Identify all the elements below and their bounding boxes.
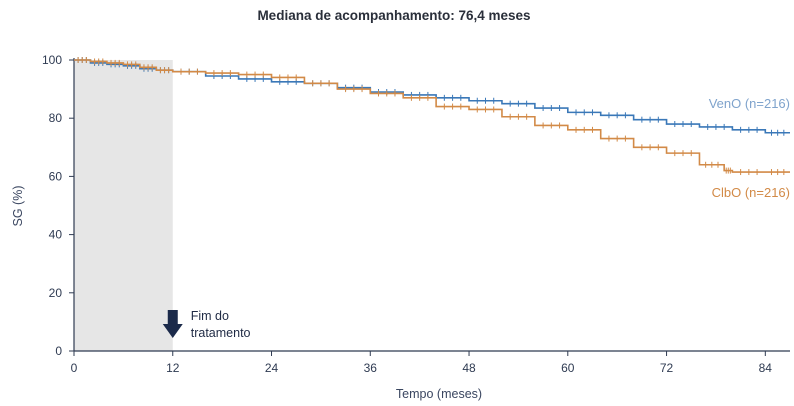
x-tick-label: 0 bbox=[71, 361, 78, 375]
x-axis-title: Tempo (meses) bbox=[396, 387, 482, 401]
y-axis-title: SG (%) bbox=[11, 186, 25, 227]
x-tick-label: 84 bbox=[759, 361, 773, 375]
y-tick-label: 100 bbox=[42, 53, 62, 67]
chart-title: Mediana de acompanhamento: 76,4 meses bbox=[257, 8, 530, 23]
treatment-shaded-region bbox=[74, 60, 173, 351]
series-line-clbo bbox=[74, 59, 790, 173]
y-tick-label: 60 bbox=[49, 169, 63, 183]
annotation-line-1: Fim do bbox=[191, 309, 229, 323]
x-tick-label: 12 bbox=[166, 361, 180, 375]
x-tick-label: 24 bbox=[265, 361, 279, 375]
end-of-treatment-arrow-icon bbox=[162, 324, 183, 338]
x-tick-label: 72 bbox=[660, 361, 674, 375]
y-tick-label: 80 bbox=[49, 111, 63, 125]
series-label-veno: VenO (n=216) bbox=[709, 96, 790, 111]
y-tick-label: 40 bbox=[49, 228, 63, 242]
x-tick-label: 36 bbox=[364, 361, 378, 375]
y-tick-label: 0 bbox=[55, 344, 62, 358]
x-tick-label: 60 bbox=[561, 361, 575, 375]
series-label-clbo: ClbO (n=216) bbox=[712, 185, 790, 200]
annotation-line-2: tratamento bbox=[191, 326, 251, 340]
end-of-treatment-arrow-shaft bbox=[167, 310, 178, 325]
x-tick-label: 48 bbox=[462, 361, 476, 375]
y-tick-label: 20 bbox=[49, 286, 63, 300]
